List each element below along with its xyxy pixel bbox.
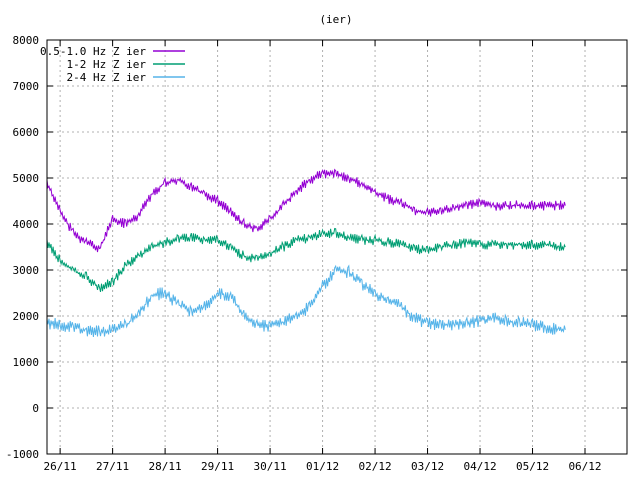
series-line-1: [46, 168, 566, 253]
x-tick-label: 03/12: [411, 460, 444, 473]
x-tick-label: 28/11: [149, 460, 182, 473]
y-tick-label: 6000: [13, 126, 40, 139]
legend-label: 2-4 Hz Z ier: [67, 71, 147, 84]
x-tick-label: 05/12: [516, 460, 549, 473]
y-tick-label: 1000: [13, 356, 40, 369]
y-tick-label: 7000: [13, 80, 40, 93]
y-tick-label: 2000: [13, 310, 40, 323]
x-tick-label: 29/11: [201, 460, 234, 473]
legend-label: 0.5-1.0 Hz Z ier: [40, 45, 146, 58]
x-tick-label: 30/11: [254, 460, 287, 473]
y-tick-label: 3000: [13, 264, 40, 277]
y-tick-label: -1000: [6, 448, 39, 461]
plot-frame: [46, 39, 628, 455]
x-tick-label: 01/12: [306, 460, 339, 473]
y-tick-label: 5000: [13, 172, 40, 185]
x-tick-label: 04/12: [463, 460, 496, 473]
x-tick-label: 06/12: [568, 460, 601, 473]
y-tick-label: 4000: [13, 218, 40, 231]
series-line-3: [46, 264, 566, 338]
chart-title: (ier): [319, 13, 352, 26]
x-tick-label: 26/11: [44, 460, 77, 473]
legend-label: 1-2 Hz Z ier: [67, 58, 147, 71]
y-tick-label: 0: [32, 402, 39, 415]
y-tick-label: 8000: [13, 34, 40, 47]
axes: -1000 0 1000 2000 3000 4000 5000 6000 7000 8000 26…: [6, 34, 628, 473]
series-line-2: [46, 227, 566, 293]
x-tick-label: 27/11: [96, 460, 129, 473]
x-tick-label: 02/12: [358, 460, 391, 473]
series-lines: [46, 168, 566, 338]
